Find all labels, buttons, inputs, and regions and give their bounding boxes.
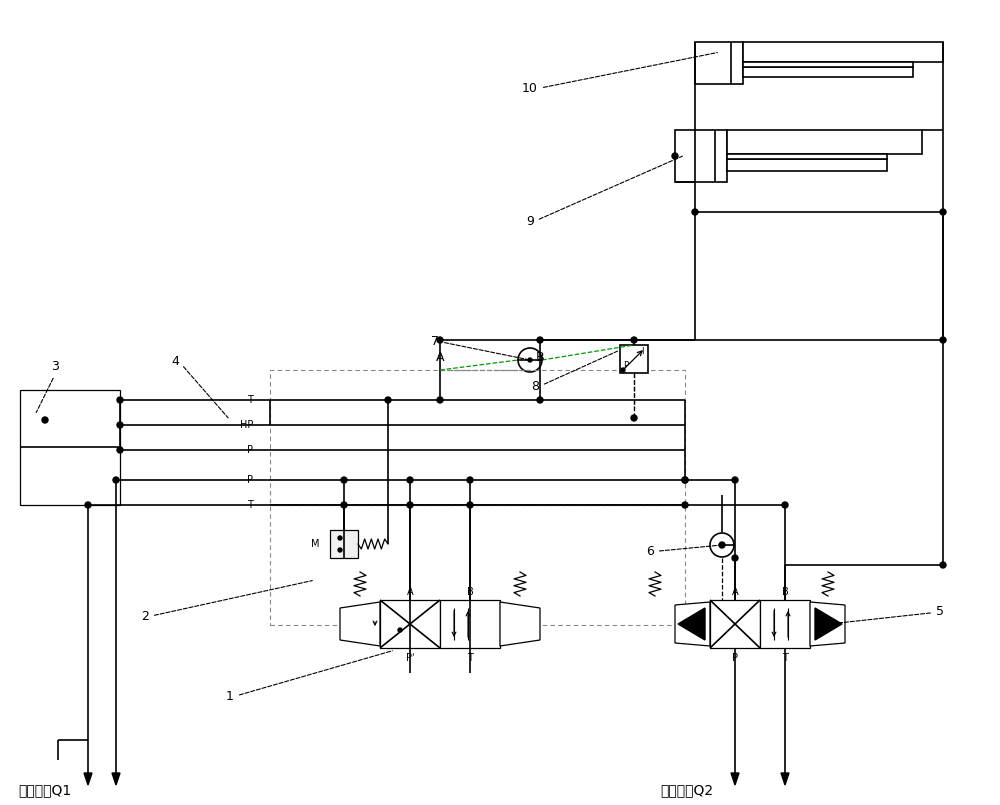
Circle shape <box>672 153 678 159</box>
Bar <box>743 42 943 62</box>
Bar <box>380 600 440 648</box>
Circle shape <box>42 417 48 423</box>
Circle shape <box>338 536 342 540</box>
Text: P: P <box>623 361 629 370</box>
Text: P': P' <box>406 653 414 663</box>
Bar <box>760 600 810 648</box>
Bar <box>727 154 887 159</box>
Circle shape <box>341 477 347 483</box>
Text: 压力油源Q1: 压力油源Q1 <box>18 783 71 797</box>
Bar <box>710 600 760 648</box>
Text: A: A <box>407 587 413 597</box>
Circle shape <box>782 502 788 508</box>
Polygon shape <box>815 608 842 640</box>
Text: 合流油源Q2: 合流油源Q2 <box>660 783 713 797</box>
Circle shape <box>710 533 734 557</box>
Circle shape <box>940 209 946 215</box>
Circle shape <box>732 477 738 483</box>
Circle shape <box>537 337 543 343</box>
Circle shape <box>385 397 391 403</box>
Circle shape <box>682 477 688 483</box>
Polygon shape <box>84 773 92 785</box>
Text: T: T <box>782 653 788 663</box>
Circle shape <box>631 415 637 421</box>
Polygon shape <box>781 773 789 785</box>
Circle shape <box>437 397 443 403</box>
Circle shape <box>85 502 91 508</box>
Circle shape <box>437 337 443 343</box>
Bar <box>330 530 358 558</box>
Circle shape <box>631 337 637 343</box>
Text: 10: 10 <box>522 52 717 95</box>
Polygon shape <box>675 602 710 646</box>
Text: A: A <box>732 587 738 597</box>
Text: 4: 4 <box>171 355 228 418</box>
Text: B: B <box>536 352 544 365</box>
Bar <box>270 370 685 625</box>
Circle shape <box>528 358 532 362</box>
Polygon shape <box>678 608 705 640</box>
Circle shape <box>117 422 123 428</box>
Circle shape <box>732 555 738 561</box>
Circle shape <box>117 397 123 403</box>
Bar <box>743 67 913 77</box>
Text: A: A <box>436 352 444 365</box>
Circle shape <box>719 542 725 548</box>
Text: 9: 9 <box>526 156 682 228</box>
Circle shape <box>113 477 119 483</box>
Text: T: T <box>467 653 473 663</box>
Circle shape <box>518 348 542 372</box>
Circle shape <box>407 477 413 483</box>
Text: 5: 5 <box>823 605 944 625</box>
Circle shape <box>682 477 688 483</box>
Polygon shape <box>810 602 845 646</box>
Circle shape <box>720 543 724 547</box>
Polygon shape <box>340 602 380 646</box>
Text: M: M <box>312 539 320 549</box>
Text: 7: 7 <box>431 335 527 360</box>
Circle shape <box>692 209 698 215</box>
Text: 8: 8 <box>531 351 617 393</box>
Text: P: P <box>247 445 253 455</box>
Polygon shape <box>112 773 120 785</box>
Text: B: B <box>467 587 473 597</box>
Bar <box>440 600 500 648</box>
Text: T: T <box>247 395 253 405</box>
Circle shape <box>407 502 413 508</box>
Circle shape <box>940 337 946 343</box>
Bar <box>20 390 120 505</box>
Circle shape <box>341 502 347 508</box>
Circle shape <box>467 502 473 508</box>
Text: P: P <box>732 653 738 663</box>
Bar <box>727 130 922 154</box>
Bar <box>675 130 727 182</box>
Polygon shape <box>731 773 739 785</box>
Circle shape <box>537 397 543 403</box>
Bar <box>727 159 887 171</box>
Circle shape <box>398 628 402 632</box>
Circle shape <box>621 368 625 372</box>
Bar <box>620 345 648 373</box>
Text: T: T <box>247 500 253 510</box>
Text: 1: 1 <box>226 650 392 703</box>
Text: HP: HP <box>240 420 253 430</box>
Text: P: P <box>247 475 253 485</box>
Text: 2: 2 <box>141 580 312 623</box>
Text: I: I <box>641 348 643 357</box>
Circle shape <box>940 562 946 568</box>
Circle shape <box>117 447 123 453</box>
Bar <box>695 42 743 84</box>
Circle shape <box>338 548 342 552</box>
Text: 3: 3 <box>36 360 59 412</box>
Bar <box>743 62 913 67</box>
Polygon shape <box>500 602 540 646</box>
Circle shape <box>682 502 688 508</box>
Circle shape <box>467 477 473 483</box>
Text: B: B <box>782 587 788 597</box>
Text: 6: 6 <box>646 545 719 558</box>
